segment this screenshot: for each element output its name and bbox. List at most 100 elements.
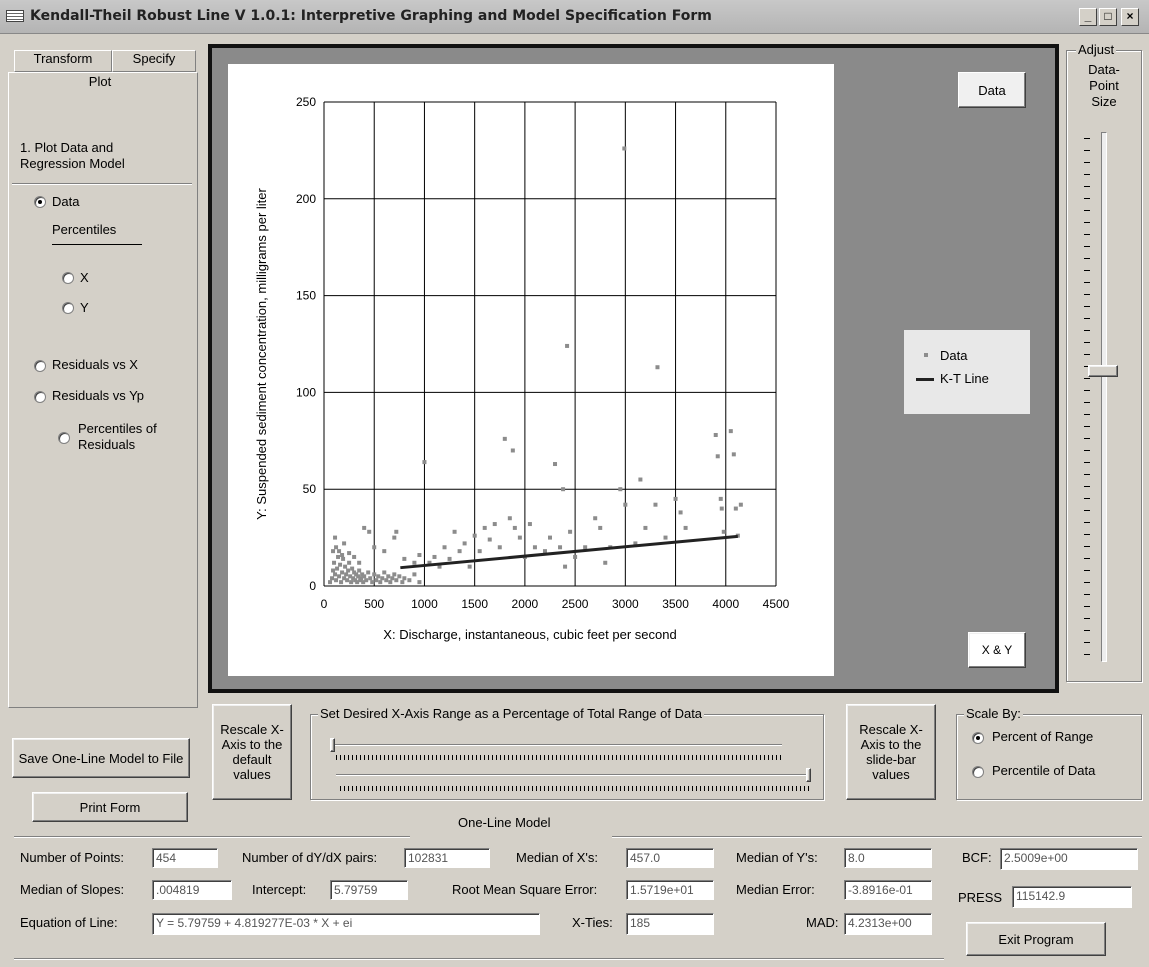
data-point xyxy=(561,487,566,492)
data-point xyxy=(731,452,736,457)
radio-percent-range[interactable] xyxy=(972,732,984,744)
rescale-slider-button[interactable]: Rescale X-Axis to the slide-bar values xyxy=(846,704,936,800)
print-form-button[interactable]: Print Form xyxy=(32,792,188,822)
divider xyxy=(52,244,142,246)
data-point xyxy=(355,580,360,585)
radio-residuals-x[interactable] xyxy=(34,360,46,372)
intercept-field[interactable]: 5.79759 xyxy=(330,880,408,900)
data-label-box[interactable]: Data xyxy=(958,72,1026,108)
bcf-field[interactable]: 2.5009e+00 xyxy=(1000,848,1138,870)
data-point xyxy=(332,560,337,565)
model-divider-right xyxy=(612,836,1142,838)
data-point xyxy=(348,574,353,579)
radio-residuals-yp[interactable] xyxy=(34,391,46,403)
data-point xyxy=(558,545,563,550)
exit-button[interactable]: Exit Program xyxy=(966,922,1106,956)
data-point xyxy=(542,549,547,554)
data-point xyxy=(472,533,477,538)
equation-field[interactable]: Y = 5.79759 + 4.819277E-03 * X + ei xyxy=(152,913,540,935)
radio-percentiles-residuals[interactable] xyxy=(58,432,70,444)
xy-label-box[interactable]: X & Y xyxy=(968,632,1026,668)
data-point xyxy=(400,580,405,585)
save-model-button[interactable]: Save One-Line Model to File xyxy=(12,738,190,778)
data-point xyxy=(361,580,366,585)
data-point xyxy=(394,578,399,583)
data-point xyxy=(368,576,373,581)
maximize-button[interactable]: □ xyxy=(1099,8,1117,26)
data-point xyxy=(718,496,723,501)
data-point xyxy=(392,572,397,577)
median-x-field[interactable]: 457.0 xyxy=(626,848,714,868)
radio-y[interactable] xyxy=(62,302,74,314)
data-point xyxy=(482,525,487,530)
data-point xyxy=(331,549,336,554)
data-point xyxy=(340,553,345,558)
mad-field[interactable]: 4.2313e+00 xyxy=(844,913,932,935)
y-tick-label: 200 xyxy=(296,192,316,206)
point-size-slider[interactable] xyxy=(1088,365,1118,377)
data-point xyxy=(340,570,345,575)
data-point xyxy=(349,580,354,585)
data-point xyxy=(336,554,341,559)
data-point xyxy=(367,529,372,534)
plot-heading: 1. Plot Data and Regression Model xyxy=(20,140,125,171)
data-point xyxy=(378,580,383,585)
data-point xyxy=(382,549,387,554)
radio-x[interactable] xyxy=(62,272,74,284)
min-range-slider[interactable] xyxy=(330,738,335,752)
radio-data-label: Data xyxy=(52,194,80,209)
minimize-button[interactable]: _ xyxy=(1079,8,1097,26)
radio-data[interactable] xyxy=(34,196,46,208)
data-point xyxy=(364,578,369,583)
rescale-default-button[interactable]: Rescale X-Axis to the default values xyxy=(212,704,292,800)
data-point xyxy=(497,545,502,550)
radio-percentile-data[interactable] xyxy=(972,766,984,778)
tab-transform[interactable]: Transform xyxy=(14,50,112,72)
data-point xyxy=(512,525,517,530)
data-point xyxy=(638,477,643,482)
window-title: Kendall-Theil Robust Line V 1.0.1: Inter… xyxy=(30,8,712,24)
data-point xyxy=(719,506,724,511)
data-point xyxy=(353,578,358,583)
median-y-field[interactable]: 8.0 xyxy=(844,848,932,868)
data-point xyxy=(452,529,457,534)
data-point xyxy=(492,522,497,527)
data-point xyxy=(339,580,344,585)
tab-plot[interactable]: Plot xyxy=(70,74,130,94)
title-bar[interactable] xyxy=(0,0,1149,34)
data-point xyxy=(673,496,678,501)
tab-specify[interactable]: Specify xyxy=(112,50,196,72)
data-point xyxy=(735,533,740,538)
rmse-field[interactable]: 1.5719e+01 xyxy=(626,880,714,900)
close-button[interactable]: × xyxy=(1121,8,1139,26)
number-points-field[interactable]: 454 xyxy=(152,848,218,868)
bcf-label: BCF: xyxy=(962,850,992,865)
y-tick-label: 100 xyxy=(296,385,316,399)
data-point xyxy=(372,572,377,577)
data-point xyxy=(548,535,552,540)
data-point xyxy=(437,564,442,569)
pairs-field[interactable]: 102831 xyxy=(404,848,490,868)
x-tick-label: 3500 xyxy=(662,597,689,611)
y-tick-label: 150 xyxy=(296,289,316,303)
x-tick-label: 1000 xyxy=(411,597,438,611)
max-range-slider[interactable] xyxy=(806,768,811,782)
data-point xyxy=(713,432,718,437)
press-field[interactable]: 115142.9 xyxy=(1012,886,1132,908)
median-error-field[interactable]: -3.8916e-01 xyxy=(844,880,932,900)
x-ties-field[interactable]: 185 xyxy=(626,913,714,935)
chart-legend: Data K-T Line xyxy=(904,330,1030,414)
data-point xyxy=(721,529,726,534)
data-point xyxy=(357,568,362,573)
min-slider-ticks xyxy=(336,755,784,760)
median-error-label: Median Error: xyxy=(736,882,815,897)
data-point xyxy=(402,576,407,581)
data-point xyxy=(593,516,598,521)
mad-label: MAD: xyxy=(806,915,839,930)
data-point xyxy=(517,535,522,540)
data-point xyxy=(407,578,412,583)
data-point xyxy=(457,549,462,554)
median-slopes-field[interactable]: .004819 xyxy=(152,880,232,900)
data-point xyxy=(372,545,377,550)
data-point xyxy=(392,535,397,540)
